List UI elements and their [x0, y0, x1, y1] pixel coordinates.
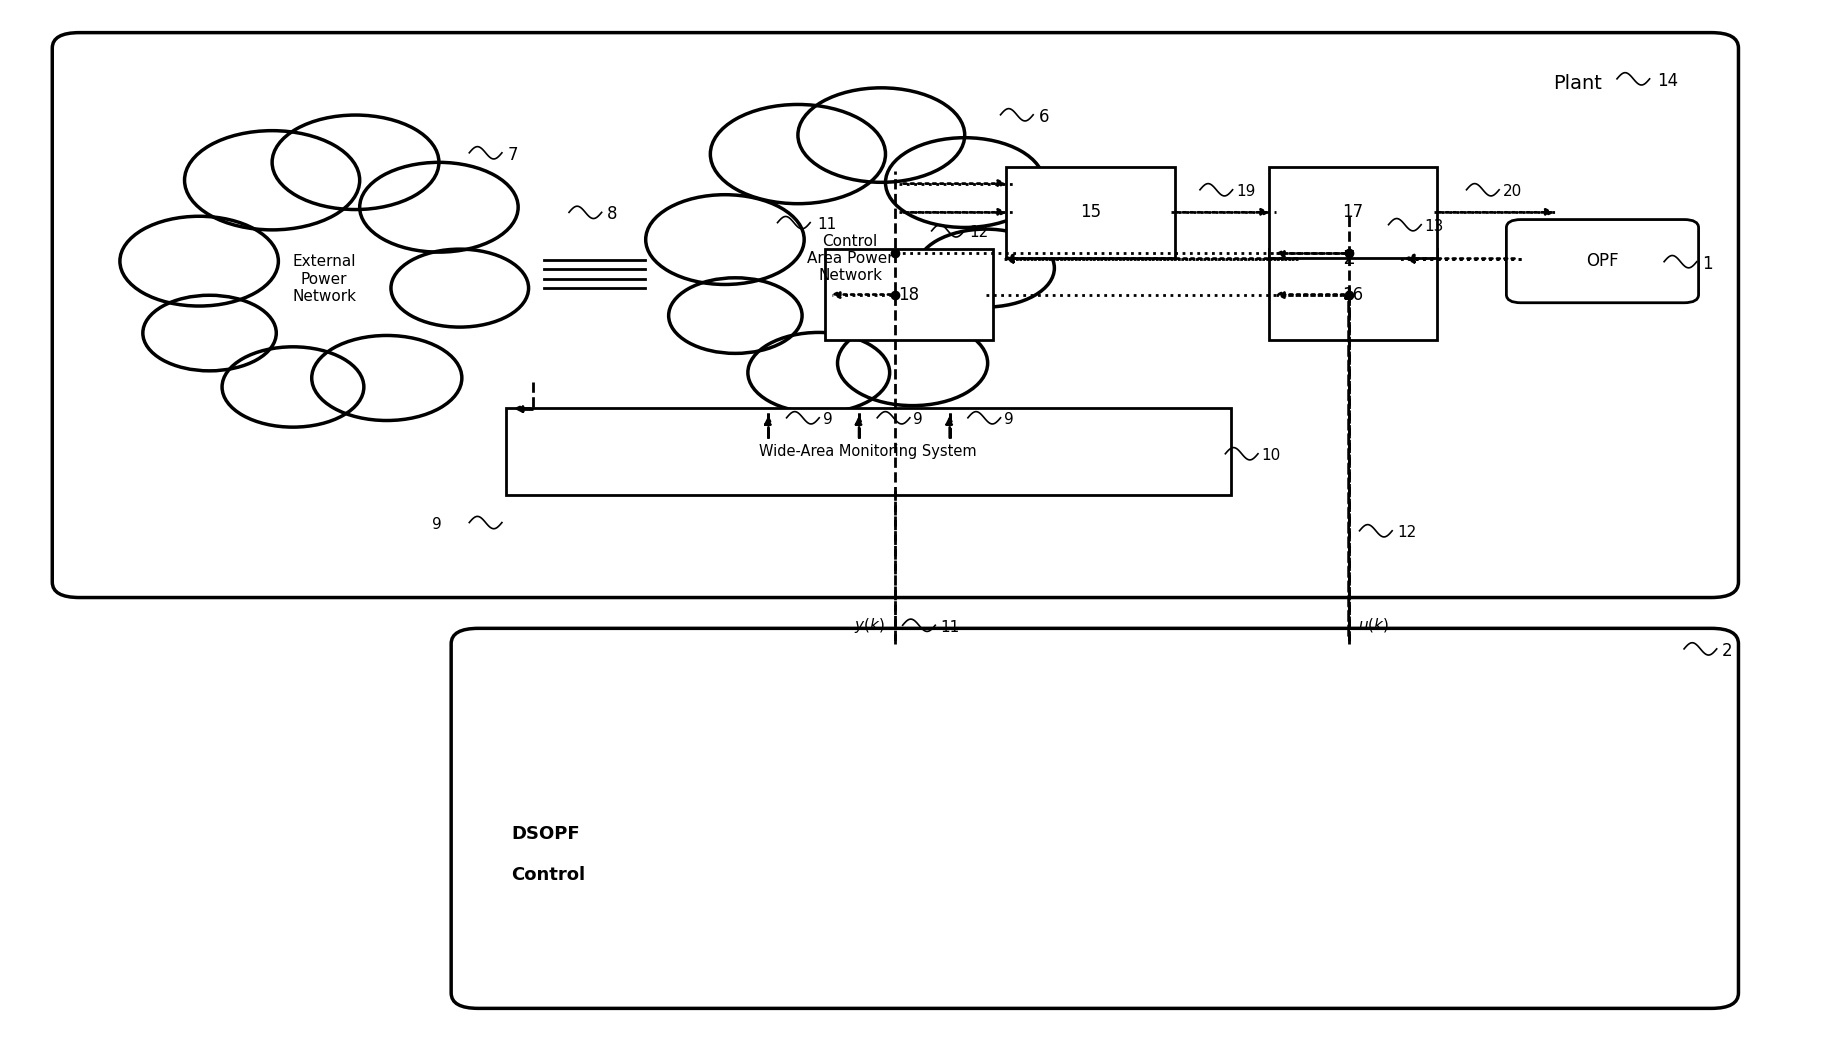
Text: 11: 11	[817, 218, 837, 232]
FancyBboxPatch shape	[451, 629, 1739, 1009]
Text: 9: 9	[1005, 412, 1014, 428]
Text: $\Sigma$: $\Sigma$	[1343, 249, 1356, 269]
FancyBboxPatch shape	[53, 32, 1739, 598]
Text: 14: 14	[1657, 72, 1677, 90]
Text: 20: 20	[1504, 184, 1522, 199]
Circle shape	[360, 162, 519, 252]
Circle shape	[312, 335, 462, 421]
Circle shape	[837, 321, 988, 406]
Circle shape	[1297, 230, 1399, 287]
Circle shape	[121, 217, 278, 306]
Text: $y(k)$: $y(k)$	[853, 616, 884, 635]
Text: 9: 9	[822, 412, 833, 428]
Text: DSOPF: DSOPF	[512, 824, 579, 843]
Circle shape	[391, 249, 528, 327]
Text: 12: 12	[1398, 526, 1418, 540]
Text: 18: 18	[899, 285, 919, 304]
Circle shape	[747, 332, 890, 412]
Text: 17: 17	[1343, 203, 1363, 222]
Text: 19: 19	[1237, 184, 1255, 199]
Text: Control
Area Power
Network: Control Area Power Network	[808, 233, 893, 283]
Text: Control: Control	[512, 866, 585, 884]
FancyBboxPatch shape	[824, 250, 994, 339]
Text: 10: 10	[1262, 449, 1281, 463]
Text: 6: 6	[1038, 108, 1049, 126]
Text: 1: 1	[1703, 255, 1714, 273]
Circle shape	[143, 296, 276, 371]
Circle shape	[645, 195, 804, 284]
Text: 12: 12	[970, 226, 988, 240]
Text: 11: 11	[941, 619, 959, 635]
Text: 15: 15	[1080, 203, 1102, 222]
FancyBboxPatch shape	[1507, 220, 1699, 303]
Circle shape	[272, 116, 438, 209]
Text: 16: 16	[1343, 285, 1363, 304]
FancyBboxPatch shape	[1270, 168, 1438, 257]
Text: 2: 2	[1723, 642, 1732, 660]
Text: 9: 9	[914, 412, 923, 428]
Circle shape	[185, 131, 360, 230]
Text: External
Power
Network: External Power Network	[292, 254, 356, 304]
Text: 7: 7	[508, 146, 517, 163]
Text: 13: 13	[1425, 220, 1443, 234]
Text: Wide-Area Monitoring System: Wide-Area Monitoring System	[760, 443, 977, 459]
FancyBboxPatch shape	[1007, 168, 1175, 257]
FancyBboxPatch shape	[506, 407, 1231, 494]
FancyBboxPatch shape	[1270, 250, 1438, 339]
Text: 8: 8	[607, 205, 618, 224]
Text: 9: 9	[433, 517, 442, 532]
Text: OPF: OPF	[1586, 252, 1619, 271]
Text: Plant: Plant	[1553, 74, 1602, 93]
Text: $u(k)$: $u(k)$	[1357, 616, 1389, 634]
Circle shape	[798, 87, 965, 182]
Circle shape	[711, 104, 886, 204]
Circle shape	[886, 137, 1043, 228]
Circle shape	[223, 347, 364, 427]
Circle shape	[917, 229, 1054, 307]
Circle shape	[669, 278, 802, 353]
